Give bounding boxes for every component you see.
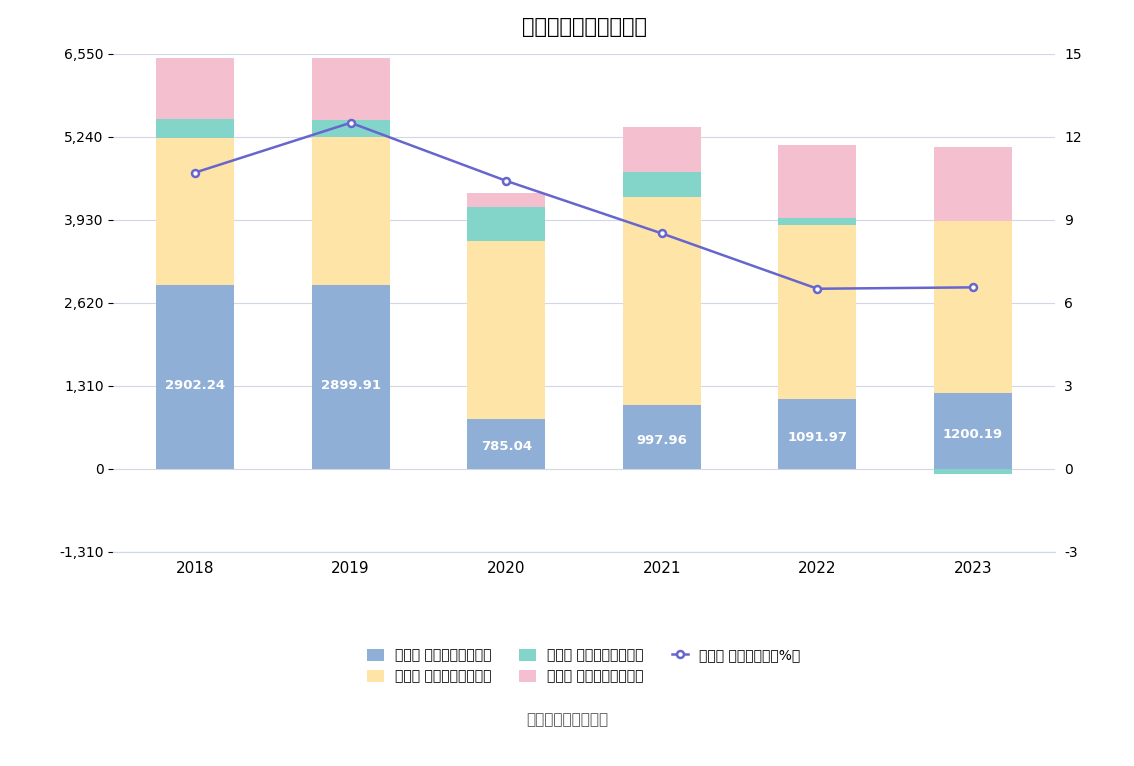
Bar [934,147,1012,221]
Bar [623,405,701,469]
Bar [467,241,545,419]
Text: 数据来源：恒生聚源: 数据来源：恒生聚源 [526,712,608,727]
Bar [312,120,390,137]
Text: 2899.91: 2899.91 [321,379,381,392]
Bar [467,208,545,241]
Bar [312,285,390,469]
Bar [778,218,856,225]
Bar [156,138,234,285]
Bar [778,399,856,469]
Bar [934,469,1012,473]
Text: 785.04: 785.04 [481,440,532,453]
Bar [778,146,856,218]
Bar [623,172,701,197]
Bar [778,225,856,399]
Legend: 左轴： 销售费用（万元）, 左轴： 管理费用（万元）, 左轴： 财务费用（万元）, 左轴： 研发费用（万元）, 右轴： 期间费用率（%）: 左轴： 销售费用（万元）, 左轴： 管理费用（万元）, 左轴： 财务费用（万元）… [362,643,806,689]
Bar [312,58,390,120]
Bar [467,193,545,208]
Bar [467,419,545,469]
Bar [623,126,701,172]
Bar [156,58,234,119]
Title: 历年期间费用变化情况: 历年期间费用变化情况 [522,17,646,37]
Bar [623,197,701,405]
Bar [156,119,234,138]
Bar [934,221,1012,392]
Text: 2902.24: 2902.24 [166,379,226,392]
Text: 997.96: 997.96 [636,434,687,447]
Bar [156,285,234,469]
Bar [934,392,1012,469]
Text: 1200.19: 1200.19 [942,428,1002,440]
Text: 1091.97: 1091.97 [787,431,847,444]
Bar [312,137,390,285]
